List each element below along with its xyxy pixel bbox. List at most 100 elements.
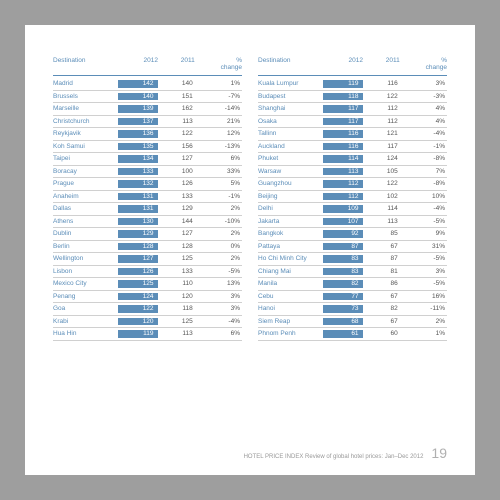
right-table-body: Kuala Lumpur1191163%Budapest118122-3%Sha… (258, 78, 447, 341)
cell-2011: 125 (158, 255, 195, 263)
header-pct-change: %change (195, 57, 242, 71)
cell-destination: Christchurch (53, 118, 118, 126)
cell-pct-change: -5% (400, 280, 447, 287)
cell-2012: 120 (118, 318, 157, 326)
page-number: 19 (431, 445, 447, 461)
cell-destination: Athens (53, 218, 118, 226)
cell-2012: 92 (323, 230, 362, 238)
cell-2012: 124 (118, 293, 157, 301)
table-row: Pattaya876731% (258, 241, 447, 254)
table-row: Madrid1421401% (53, 78, 242, 91)
table-row: Manila8286-5% (258, 278, 447, 291)
cell-2011: 105 (363, 168, 400, 176)
cell-pct-change: -5% (400, 255, 447, 262)
page-footer: HOTEL PRICE INDEX Review of global hotel… (244, 445, 447, 461)
table-row: Reykjavik13612212% (53, 128, 242, 141)
cell-2012: 61 (323, 330, 362, 338)
cell-2012: 112 (323, 193, 362, 201)
cell-pct-change: 3% (195, 305, 242, 312)
cell-2011: 116 (363, 80, 400, 88)
cell-pct-change: 12% (195, 130, 242, 137)
cell-destination: Phuket (258, 155, 323, 163)
cell-destination: Budapest (258, 93, 323, 101)
cell-pct-change: -5% (195, 268, 242, 275)
cell-2012: 131 (118, 193, 157, 201)
table-row: Berlin1281280% (53, 241, 242, 254)
cell-destination: Hua Hin (53, 330, 118, 338)
cell-destination: Krabi (53, 318, 118, 326)
cell-2012: 113 (323, 168, 362, 176)
cell-2011: 133 (158, 193, 195, 201)
cell-2011: 85 (363, 230, 400, 238)
right-table: Destination 2012 2011 %change Kuala Lump… (258, 57, 447, 341)
cell-destination: Brussels (53, 93, 118, 101)
cell-2012: 132 (118, 180, 157, 188)
cell-pct-change: 4% (400, 105, 447, 112)
cell-destination: Lisbon (53, 268, 118, 276)
cell-2011: 87 (363, 255, 400, 263)
cell-2012: 116 (323, 143, 362, 151)
cell-2012: 137 (118, 118, 157, 126)
cell-2012: 82 (323, 280, 362, 288)
cell-pct-change: 3% (400, 80, 447, 87)
cell-2011: 156 (158, 143, 195, 151)
cell-pct-change: 3% (195, 293, 242, 300)
table-row: Taipei1341276% (53, 153, 242, 166)
table-row: Goa1221183% (53, 303, 242, 316)
cell-2011: 140 (158, 80, 195, 88)
cell-2011: 144 (158, 218, 195, 226)
cell-pct-change: 13% (195, 280, 242, 287)
cell-pct-change: 6% (195, 155, 242, 162)
cell-2012: 140 (118, 93, 157, 101)
cell-2012: 119 (323, 80, 362, 88)
cell-destination: Reykjavik (53, 130, 118, 138)
table-row: Bangkok92859% (258, 228, 447, 241)
cell-destination: Pattaya (258, 243, 323, 251)
cell-destination: Jakarta (258, 218, 323, 226)
cell-2012: 117 (323, 118, 362, 126)
cell-destination: Anaheim (53, 193, 118, 201)
cell-pct-change: 21% (195, 118, 242, 125)
cell-2012: 134 (118, 155, 157, 163)
cell-2011: 133 (158, 268, 195, 276)
cell-2011: 117 (363, 143, 400, 151)
cell-pct-change: -4% (195, 318, 242, 325)
cell-2011: 162 (158, 105, 195, 113)
cell-destination: Chiang Mai (258, 268, 323, 276)
table-row: Warsaw1131057% (258, 166, 447, 179)
cell-pct-change: -1% (400, 143, 447, 150)
cell-2011: 120 (158, 293, 195, 301)
left-table: Destination 2012 2011 %change Madrid1421… (53, 57, 242, 341)
cell-destination: Berlin (53, 243, 118, 251)
table-row: Ho Chi Minh City8387-5% (258, 253, 447, 266)
table-row: Delhi109114-4% (258, 203, 447, 216)
cell-2011: 121 (363, 130, 400, 138)
table-row: Phnom Penh61601% (258, 328, 447, 341)
cell-destination: Kuala Lumpur (258, 80, 323, 88)
table-row: Chiang Mai83813% (258, 266, 447, 279)
cell-2011: 67 (363, 318, 400, 326)
cell-2011: 151 (158, 93, 195, 101)
cell-2011: 100 (158, 168, 195, 176)
cell-destination: Shanghai (258, 105, 323, 113)
table-row: Marseille139162-14% (53, 103, 242, 116)
cell-pct-change: 9% (400, 230, 447, 237)
cell-pct-change: 4% (400, 118, 447, 125)
cell-destination: Auckland (258, 143, 323, 151)
cell-destination: Wellington (53, 255, 118, 263)
cell-2011: 113 (363, 218, 400, 226)
cell-2012: 112 (323, 180, 362, 188)
header-year-2012: 2012 (326, 57, 363, 71)
cell-2012: 114 (323, 155, 362, 163)
table-row: Mexico City12511013% (53, 278, 242, 291)
table-row: Penang1241203% (53, 291, 242, 304)
cell-2012: 129 (118, 230, 157, 238)
table-row: Dallas1311292% (53, 203, 242, 216)
cell-pct-change: -4% (400, 205, 447, 212)
table-row: Tallinn116121-4% (258, 128, 447, 141)
cell-pct-change: -13% (195, 143, 242, 150)
table-row: Prague1321265% (53, 178, 242, 191)
cell-2012: 122 (118, 305, 157, 313)
cell-pct-change: -14% (195, 105, 242, 112)
cell-2012: 109 (323, 205, 362, 213)
